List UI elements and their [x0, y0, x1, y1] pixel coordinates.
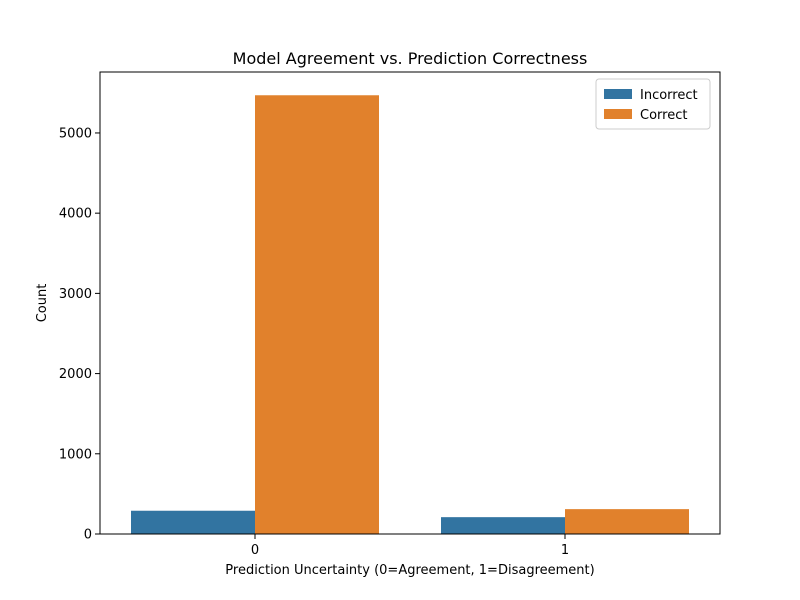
legend-label-correct: Correct [640, 108, 687, 123]
legend-label-incorrect: Incorrect [640, 88, 698, 103]
bar-incorrect-0 [131, 510, 255, 534]
y-tick-label: 1000 [59, 447, 92, 462]
legend-swatch-correct [604, 109, 632, 119]
x-axis-label: Prediction Uncertainty (0=Agreement, 1=D… [225, 563, 594, 578]
plot-frame [99, 71, 721, 535]
legend: Incorrect Correct [595, 78, 711, 130]
x-tick-label: 0 [251, 543, 259, 558]
x-tick-label: 1 [561, 543, 569, 558]
y-tick-label: 5000 [59, 126, 92, 141]
bar-correct-0 [255, 95, 379, 535]
chart-title: Model Agreement vs. Prediction Correctne… [233, 49, 588, 68]
bar-correct-1 [565, 509, 689, 534]
bar-incorrect-1 [441, 517, 565, 534]
y-tick-label: 4000 [59, 207, 92, 222]
y-tick-label: 2000 [59, 367, 92, 382]
y-tick-label: 3000 [59, 287, 92, 302]
y-axis: 0 1000 2000 3000 4000 5000 [59, 126, 100, 543]
y-axis-label: Count [35, 284, 50, 323]
legend-swatch-incorrect [604, 89, 632, 99]
y-tick-label: 0 [84, 528, 92, 543]
plot-area [131, 95, 689, 535]
